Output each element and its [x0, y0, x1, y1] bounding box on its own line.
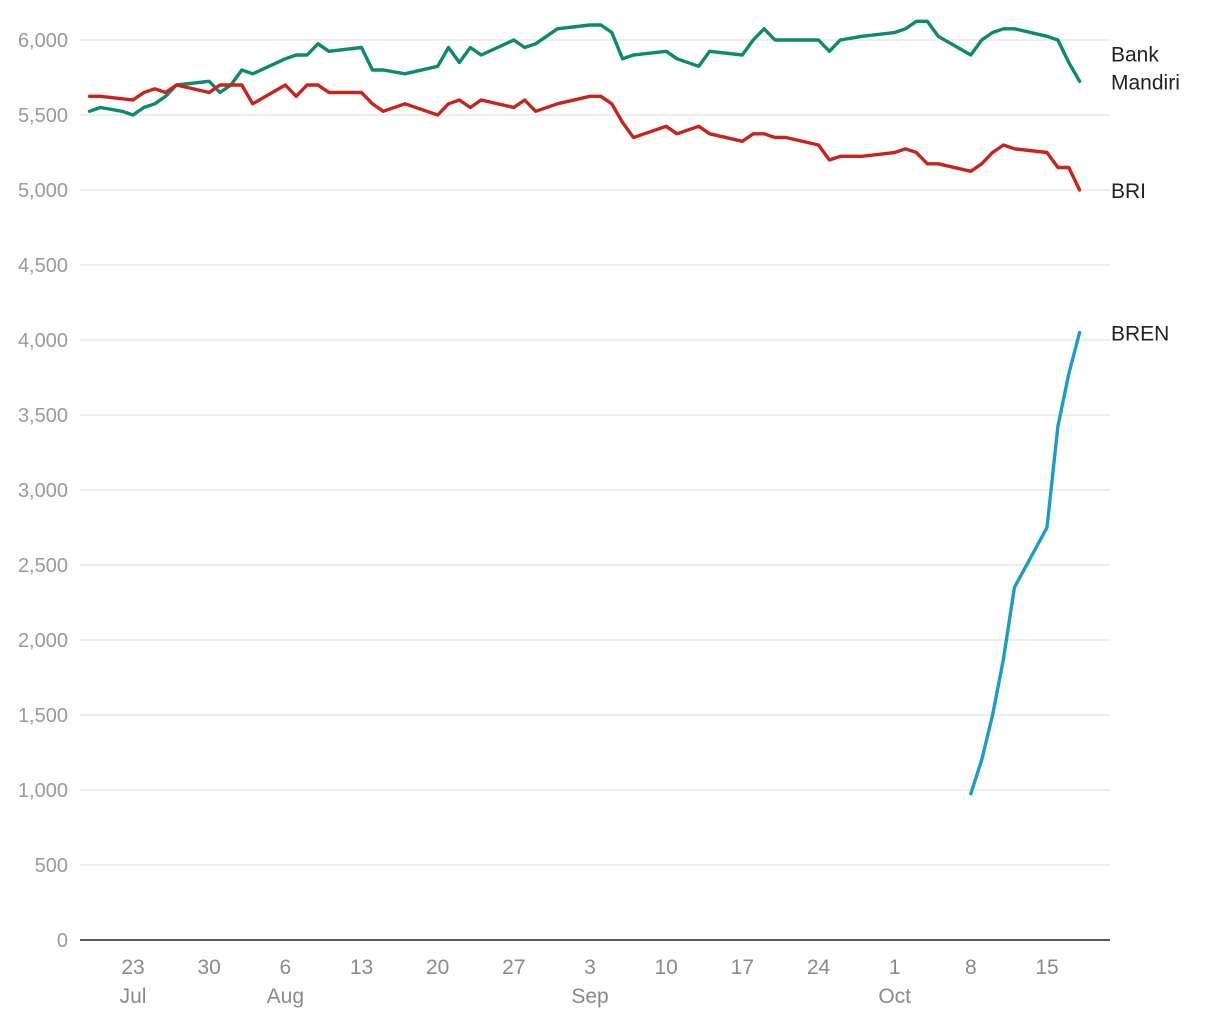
y-tick-label: 4,000 — [18, 330, 68, 352]
x-tick-label: 17 — [731, 956, 754, 979]
series-label-bri: BRI — [1111, 180, 1146, 203]
x-tick-label: 23 — [121, 956, 144, 979]
y-tick-label: 0 — [57, 930, 68, 952]
x-tick-label: 20 — [426, 956, 449, 979]
series-line-bren — [969, 330, 1082, 796]
x-tick-label: 1 — [889, 956, 901, 979]
x-tick-label: 24 — [807, 956, 831, 979]
y-tick-label: 2,500 — [18, 555, 68, 577]
y-tick-label: 3,000 — [18, 480, 68, 502]
x-tick-month-label: Aug — [267, 985, 304, 1008]
y-tick-label: 5,500 — [18, 105, 68, 127]
y-tick-label: 4,500 — [18, 255, 68, 277]
x-tick-month-label: Oct — [878, 985, 911, 1008]
x-tick-label: 13 — [350, 956, 373, 979]
x-tick-month-label: Sep — [571, 985, 608, 1008]
series-line-bri — [87, 83, 1082, 192]
grid-lines — [80, 39, 1110, 866]
x-tick-month-label: Jul — [120, 985, 147, 1008]
series-labels: Bank Mandiri BRI BREN — [1111, 43, 1180, 345]
y-axis-ticks: 0 500 1,000 1,500 2,000 2,500 3,000 3,500 4,000 4… — [18, 30, 68, 952]
series-line-bank-mandiri — [87, 19, 1082, 117]
series-lines — [87, 19, 1082, 796]
y-tick-label: 5,000 — [18, 180, 68, 202]
x-tick-label: 30 — [197, 956, 220, 979]
x-tick-label: 8 — [965, 956, 977, 979]
x-tick-label: 3 — [584, 956, 596, 979]
x-tick-label: 15 — [1035, 956, 1058, 979]
x-tick-label: 10 — [654, 956, 677, 979]
x-axis-ticks: 23 Jul 30 6 Aug 13 20 27 3 Sep 10 17 24 1 Oct 8 15 — [120, 956, 1059, 1008]
x-tick-label: 6 — [279, 956, 291, 979]
series-label-bank-mandiri: Bank Mandiri — [1111, 43, 1180, 94]
y-tick-label: 6,000 — [18, 30, 68, 52]
y-tick-label: 1,000 — [18, 780, 68, 802]
y-tick-label: 500 — [35, 855, 68, 877]
y-tick-label: 1,500 — [18, 705, 68, 727]
y-tick-label: 2,000 — [18, 630, 68, 652]
x-tick-label: 27 — [502, 956, 525, 979]
series-label-bren: BREN — [1111, 323, 1169, 346]
y-tick-label: 3,500 — [18, 405, 68, 427]
